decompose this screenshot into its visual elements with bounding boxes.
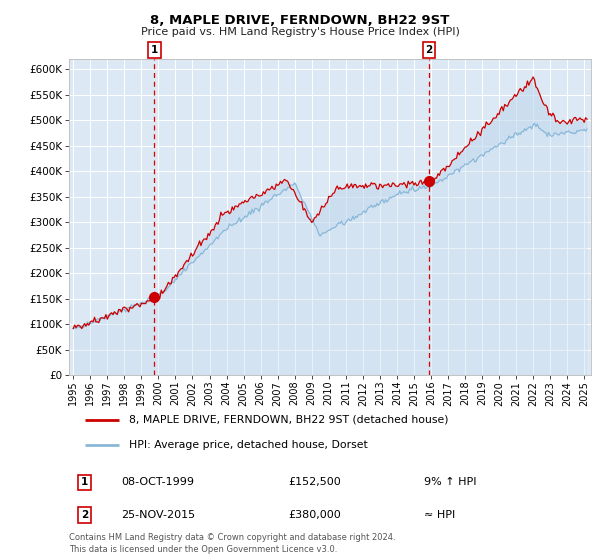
Text: 2: 2	[425, 45, 433, 55]
Text: 9% ↑ HPI: 9% ↑ HPI	[424, 477, 476, 487]
Text: 8, MAPLE DRIVE, FERNDOWN, BH22 9ST (detached house): 8, MAPLE DRIVE, FERNDOWN, BH22 9ST (deta…	[129, 415, 449, 425]
Text: Price paid vs. HM Land Registry's House Price Index (HPI): Price paid vs. HM Land Registry's House …	[140, 27, 460, 37]
Text: 2: 2	[81, 510, 88, 520]
Text: 1: 1	[151, 45, 158, 55]
Text: Contains HM Land Registry data © Crown copyright and database right 2024.
This d: Contains HM Land Registry data © Crown c…	[69, 533, 395, 554]
Text: 1: 1	[81, 477, 88, 487]
Text: 25-NOV-2015: 25-NOV-2015	[121, 510, 196, 520]
Text: 08-OCT-1999: 08-OCT-1999	[121, 477, 194, 487]
Text: £152,500: £152,500	[288, 477, 341, 487]
Text: 8, MAPLE DRIVE, FERNDOWN, BH22 9ST: 8, MAPLE DRIVE, FERNDOWN, BH22 9ST	[151, 14, 449, 27]
Text: ≈ HPI: ≈ HPI	[424, 510, 455, 520]
Text: £380,000: £380,000	[288, 510, 341, 520]
Text: HPI: Average price, detached house, Dorset: HPI: Average price, detached house, Dors…	[129, 440, 368, 450]
